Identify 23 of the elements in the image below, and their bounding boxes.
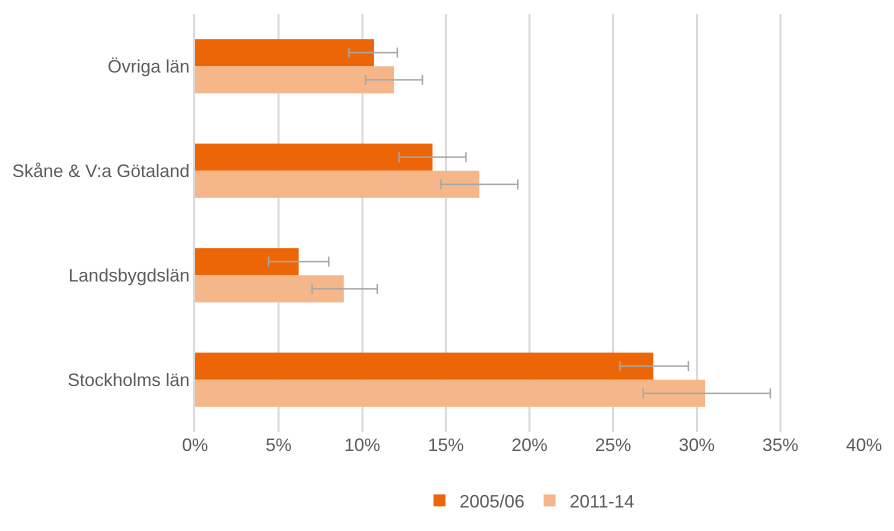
x-tick-label: 0%: [182, 435, 208, 455]
y-tick-label: Övriga län: [108, 56, 190, 77]
x-tick-label: 40%: [846, 435, 882, 455]
bar: [195, 352, 654, 380]
x-tick-label: 25%: [595, 435, 632, 455]
bar: [195, 248, 299, 276]
bar: [195, 275, 344, 302]
bar: [195, 144, 432, 171]
bar: [195, 66, 394, 94]
bar: [195, 380, 706, 407]
legend-label: 2011-14: [570, 491, 634, 512]
legend-label: 2005/06: [460, 491, 525, 512]
x-tick-label: 20%: [511, 435, 548, 455]
x-tick-label: 30%: [678, 435, 715, 455]
x-tick-label: 5%: [266, 435, 292, 455]
bar: [195, 39, 374, 66]
bar: [195, 170, 480, 198]
y-tick-label: Landsbygdslän: [68, 266, 190, 286]
y-tick-label: Skåne & V:a Götaland: [12, 161, 190, 182]
y-tick-label: Stockholms län: [68, 370, 190, 390]
x-tick-label: 15%: [428, 435, 464, 455]
x-tick-label: 35%: [762, 435, 798, 455]
x-tick-label: 10%: [344, 435, 380, 455]
